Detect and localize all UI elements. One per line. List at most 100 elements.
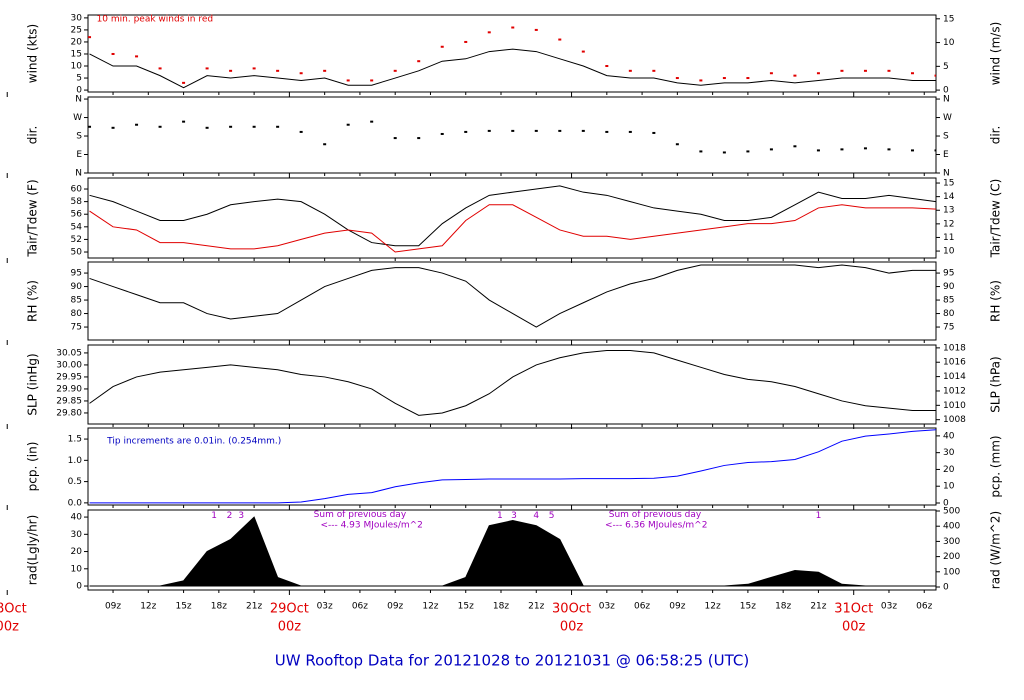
data-dot [558, 38, 562, 41]
data-dot [417, 60, 421, 63]
date-sub-label: 00z [560, 620, 584, 635]
data-dot [769, 148, 773, 151]
chart-title: UW Rooftop Data for 20121028 to 20121031… [275, 652, 749, 670]
y-tick-label: 30 [71, 13, 83, 23]
panel-frame [87, 96, 937, 174]
y-axis-label: wind (kts) [26, 24, 40, 83]
date-label: 28Oct [0, 602, 27, 617]
y2-tick-label: E [943, 150, 949, 160]
plot-area [89, 429, 936, 504]
y2-tick-label: 1012 [943, 386, 966, 396]
y2-tick-label: 12 [943, 219, 954, 229]
date-sub-label: 00z [278, 620, 302, 635]
data-dot [910, 72, 914, 75]
y2-tick-label: 20 [943, 465, 955, 475]
y-axis-label: pcp. (in) [26, 442, 40, 492]
y2-tick-label: 1014 [943, 372, 966, 382]
data-dot [182, 81, 186, 84]
plot-area [88, 26, 936, 89]
data-dot [675, 77, 679, 80]
series-line [89, 264, 936, 328]
date-label: 31Oct [834, 602, 873, 617]
x-tick-label: 15z [740, 602, 756, 612]
data-dot [534, 28, 538, 31]
y-tick-label: 30 [71, 530, 83, 540]
y-tick-label: 95 [71, 269, 82, 279]
data-dot [699, 79, 703, 82]
y2-tick-label: 0 [943, 86, 949, 96]
y2-tick-label: 0 [943, 583, 949, 593]
data-dot [323, 69, 327, 72]
y2-tick-label: 13 [943, 206, 954, 216]
data-dot [605, 130, 609, 133]
y2-tick-label: 10 [943, 247, 955, 257]
data-dot [511, 26, 515, 29]
y-axis-label: SLP (inHg) [26, 353, 40, 415]
annotation: 2 [227, 511, 233, 521]
data-dot [581, 129, 585, 132]
data-dot [88, 36, 92, 39]
data-dot [793, 145, 797, 148]
x-tick-label: 15z [458, 602, 474, 612]
data-dot [793, 74, 797, 77]
y-tick-label: 0.5 [68, 477, 82, 487]
y2-axis-label: RH (%) [989, 280, 1003, 322]
data-dot [346, 123, 350, 126]
x-tick-label: 12z [705, 602, 721, 612]
data-dot [464, 40, 468, 43]
data-dot [393, 69, 397, 72]
y2-tick-label: 95 [943, 269, 954, 279]
data-dot [628, 69, 632, 72]
y2-tick-label: 90 [943, 282, 955, 292]
y2-axis-label: SLP (hPa) [989, 356, 1003, 412]
y2-tick-label: N [943, 169, 950, 179]
y-tick-label: 0 [76, 582, 82, 592]
date-sub-label: 00z [0, 620, 19, 635]
x-tick-label: 15z [175, 602, 191, 612]
data-dot [652, 131, 656, 134]
data-dot [370, 79, 374, 82]
annotation: 10 min. peak winds in red [97, 15, 213, 25]
y-tick-label: 1.5 [68, 435, 82, 445]
data-dot [910, 149, 914, 152]
annotation: <--- 4.93 MJoules/m^2 [320, 521, 422, 531]
y-tick-label: 56 [71, 210, 83, 220]
x-tick-label: 06z [352, 602, 368, 612]
data-dot [675, 143, 679, 146]
x-tick-label: 09z [669, 602, 685, 612]
data-dot [299, 72, 303, 75]
data-dot [299, 130, 303, 133]
data-dot [205, 126, 209, 129]
data-dot [205, 67, 209, 70]
y-tick-label: 29.95 [56, 372, 82, 382]
x-tick-label: 09z [105, 602, 121, 612]
plot-area [88, 120, 936, 154]
series-line [89, 350, 936, 416]
data-dot [558, 129, 562, 132]
annotation: Sum of previous day [609, 510, 702, 520]
x-tick-label: 21z [528, 602, 544, 612]
y2-tick-label: S [943, 132, 949, 142]
y2-tick-label: 5 [943, 62, 949, 72]
y2-tick-label: 10 [943, 38, 955, 48]
y-axis-label: Tair/Tdew (F) [26, 179, 40, 257]
y-tick-label: 29.90 [56, 384, 82, 394]
data-dot [276, 125, 280, 128]
y-axis-label: rad(Lgly/hr) [26, 515, 40, 586]
x-tick-label: 18z [493, 602, 509, 612]
data-dot [605, 65, 609, 68]
panel-frame [87, 177, 937, 259]
y2-axis-label: dir. [989, 126, 1003, 145]
y2-tick-label: 15 [943, 14, 954, 24]
y-tick-label: 54 [71, 222, 83, 232]
y2-tick-label: 0 [943, 498, 949, 508]
data-dot [699, 150, 703, 153]
y-tick-label: 60 [71, 185, 83, 195]
series-line [89, 429, 936, 504]
y2-tick-label: 300 [943, 537, 960, 547]
y-tick-label: 29.80 [56, 408, 82, 418]
data-dot [934, 74, 936, 77]
annotation: <--- 6.36 MJoules/m^2 [605, 521, 707, 531]
y-tick-label: 58 [71, 197, 83, 207]
